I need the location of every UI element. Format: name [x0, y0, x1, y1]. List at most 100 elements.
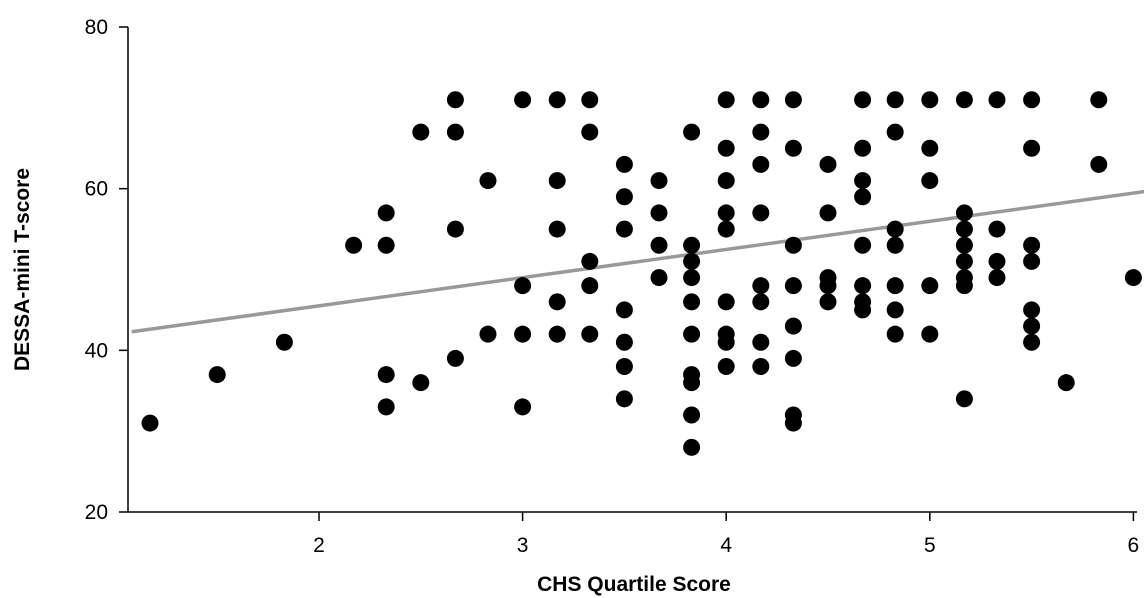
- data-point: [784, 317, 802, 335]
- data-point: [548, 172, 566, 190]
- data-point: [854, 91, 872, 109]
- data-point: [446, 123, 464, 141]
- data-point: [615, 333, 633, 351]
- data-point: [955, 277, 973, 295]
- data-point: [886, 325, 904, 343]
- data-point: [683, 406, 701, 424]
- data-point: [717, 139, 735, 157]
- data-point: [955, 220, 973, 238]
- data-point: [752, 293, 770, 311]
- data-point: [1023, 252, 1041, 270]
- data-point: [683, 236, 701, 254]
- data-point: [650, 236, 668, 254]
- data-point: [819, 204, 837, 222]
- data-point: [1023, 333, 1041, 351]
- data-point: [752, 204, 770, 222]
- data-point: [819, 155, 837, 173]
- data-point: [784, 349, 802, 367]
- data-point: [988, 220, 1006, 238]
- data-point: [514, 91, 532, 109]
- data-point: [615, 301, 633, 319]
- data-point: [784, 277, 802, 295]
- data-point: [1023, 236, 1041, 254]
- x-tick-label: 3: [517, 534, 529, 557]
- data-point: [683, 438, 701, 456]
- data-point: [955, 204, 973, 222]
- data-point: [548, 325, 566, 343]
- data-point: [650, 204, 668, 222]
- data-point: [988, 269, 1006, 287]
- data-point: [752, 123, 770, 141]
- data-point: [650, 172, 668, 190]
- data-point: [854, 188, 872, 206]
- data-point: [615, 358, 633, 375]
- data-point: [581, 123, 599, 141]
- data-point: [446, 91, 464, 109]
- data-point: [886, 277, 904, 295]
- data-point: [988, 252, 1006, 270]
- axes-layer: [127, 27, 1137, 513]
- data-point: [615, 220, 633, 238]
- data-point: [548, 91, 566, 109]
- data-point: [752, 333, 770, 351]
- data-point: [377, 398, 395, 416]
- data-point: [854, 277, 872, 295]
- data-point: [1023, 317, 1041, 335]
- y-tick-label: 80: [85, 16, 108, 39]
- data-point: [886, 123, 904, 141]
- data-point: [717, 91, 735, 109]
- data-point: [1090, 155, 1108, 173]
- data-point: [683, 293, 701, 311]
- data-point: [345, 236, 363, 254]
- data-point: [683, 325, 701, 343]
- data-point: [717, 204, 735, 222]
- data-point: [615, 188, 633, 206]
- data-point: [784, 236, 802, 254]
- data-point: [581, 325, 599, 343]
- data-point: [717, 333, 735, 351]
- data-point: [650, 269, 668, 287]
- data-point: [514, 325, 532, 343]
- data-point: [514, 398, 532, 416]
- data-point: [819, 293, 837, 311]
- data-point: [955, 236, 973, 254]
- data-point: [1023, 301, 1041, 319]
- data-point: [683, 269, 701, 287]
- data-point: [886, 301, 904, 319]
- data-point: [784, 91, 802, 109]
- data-point: [717, 293, 735, 311]
- data-point: [446, 220, 464, 238]
- data-point: [1124, 269, 1142, 287]
- data-point: [784, 139, 802, 157]
- ticks-layer: 2 3 4 5 6 20 40 60 80: [85, 16, 1140, 557]
- data-point: [377, 236, 395, 254]
- data-point: [1023, 91, 1041, 109]
- data-point: [886, 236, 904, 254]
- data-point: [886, 220, 904, 238]
- data-point: [854, 172, 872, 190]
- data-point: [581, 252, 599, 270]
- data-point: [752, 358, 770, 375]
- points-layer: [141, 91, 1142, 456]
- data-point: [854, 236, 872, 254]
- data-point: [921, 91, 939, 109]
- y-axis-title: DESSA-mini T-score: [11, 168, 34, 371]
- x-tick-label: 2: [313, 534, 325, 557]
- data-point: [717, 172, 735, 190]
- x-tick-label: 5: [924, 534, 936, 557]
- x-tick-label: 4: [720, 534, 732, 557]
- data-point: [921, 172, 939, 190]
- data-point: [955, 390, 973, 408]
- data-point: [683, 374, 701, 392]
- data-point: [377, 366, 395, 384]
- data-point: [615, 155, 633, 173]
- data-point: [615, 390, 633, 408]
- data-point: [683, 123, 701, 141]
- y-tick-label: 40: [85, 339, 108, 362]
- data-point: [854, 139, 872, 157]
- data-point: [955, 91, 973, 109]
- trendline: [131, 189, 1144, 334]
- data-point: [717, 220, 735, 238]
- x-axis-title: CHS Quartile Score: [537, 573, 731, 596]
